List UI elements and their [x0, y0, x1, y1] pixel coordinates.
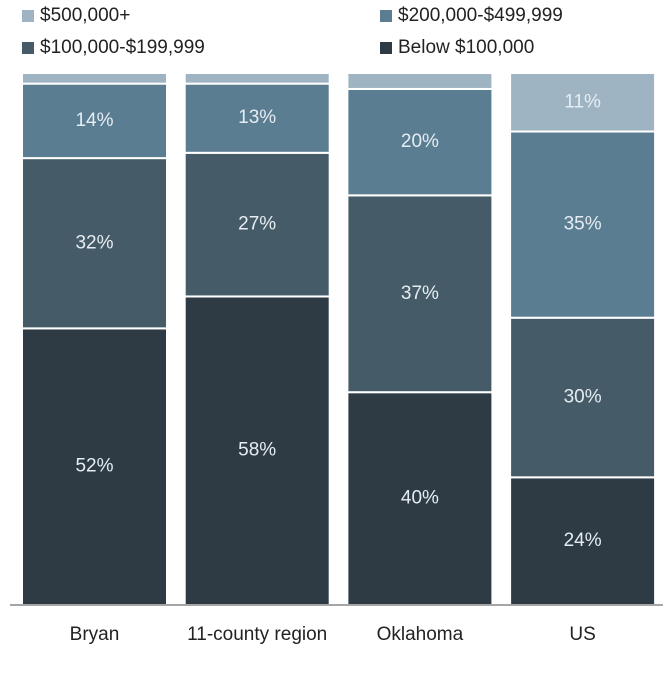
data-label: 24% [564, 530, 602, 551]
x-tick-label: 11-county region [187, 624, 328, 645]
bar-segment [21, 327, 168, 606]
x-tick-label: Bryan [69, 624, 120, 645]
data-label: 40% [401, 488, 439, 509]
bar-segment [183, 151, 331, 298]
data-label: 52% [75, 456, 113, 477]
data-label: 20% [401, 131, 439, 152]
data-label: 58% [238, 440, 276, 461]
bar-segment [346, 72, 494, 90]
bar-segment [183, 82, 331, 154]
x-tick-label: Oklahoma [376, 624, 464, 645]
legend-swatch [22, 10, 34, 22]
data-label: 11% [564, 91, 601, 112]
legend-swatch [380, 42, 392, 54]
legend-label: $500,000+ [40, 5, 130, 26]
data-label: 30% [564, 387, 602, 408]
bar-segment [509, 476, 657, 607]
bar-segment [183, 72, 331, 85]
legend-swatch [380, 10, 392, 22]
data-label: 35% [564, 214, 602, 235]
legend-label: Below $100,000 [398, 37, 534, 58]
bar-segment [509, 316, 657, 479]
data-label: 13% [238, 107, 276, 128]
data-label: 32% [75, 232, 113, 253]
legend-label: $200,000-$499,999 [398, 5, 563, 26]
legend-swatch [22, 42, 34, 54]
data-label: 27% [238, 214, 276, 235]
x-tick-label: US [569, 624, 596, 645]
bar-segment [346, 87, 494, 197]
bar-segment [183, 295, 331, 606]
legend-label: $100,000-$199,999 [40, 37, 205, 58]
bar-segment [21, 157, 168, 330]
bar-segment [509, 72, 657, 133]
data-label: 37% [401, 283, 439, 304]
data-label: 14% [75, 110, 113, 131]
bar-segment [509, 130, 657, 319]
bar-segment [21, 72, 168, 85]
bar-segment [346, 194, 494, 394]
